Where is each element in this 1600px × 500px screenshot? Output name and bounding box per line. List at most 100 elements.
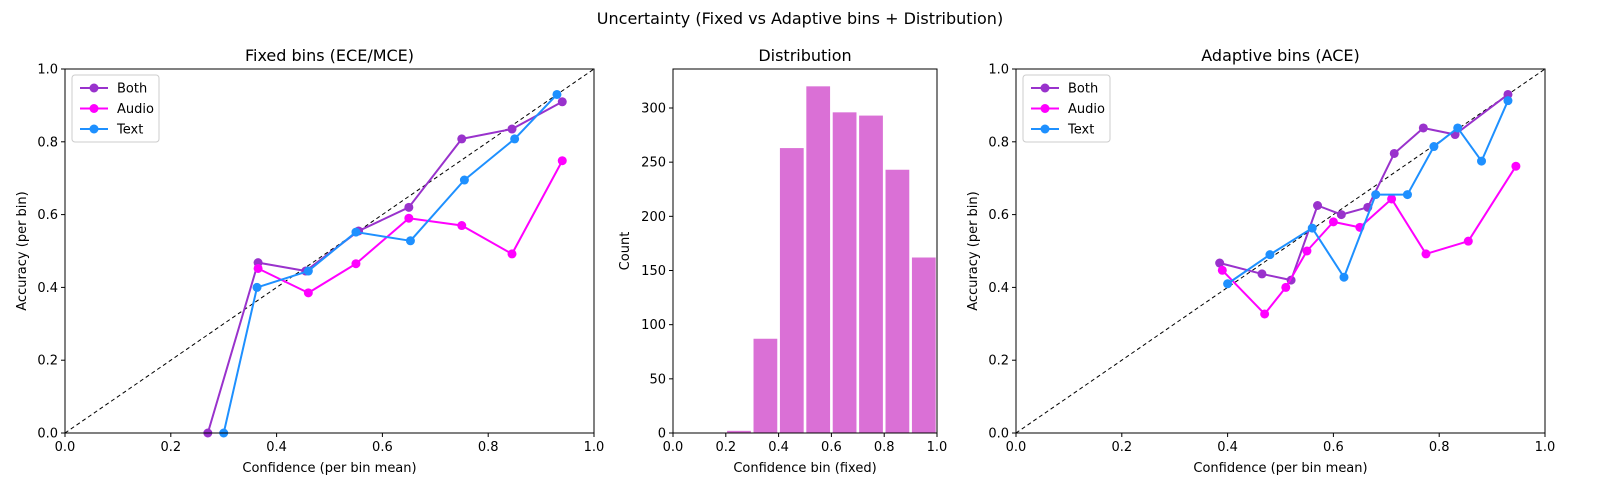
series-point-text xyxy=(1371,190,1381,200)
series-point-text xyxy=(1307,223,1317,233)
x-tick-label: 0.0 xyxy=(663,440,684,455)
y-tick-label: 0.2 xyxy=(988,354,1009,369)
legend-entry-both: Both xyxy=(117,82,147,97)
histogram-bar xyxy=(727,430,751,433)
x-tick-label: 0.4 xyxy=(768,440,789,455)
x-axis-label: Confidence (per bin mean) xyxy=(1193,461,1367,476)
legend-entry-audio: Audio xyxy=(1068,102,1105,117)
panel-title: Adaptive bins (ACE) xyxy=(1201,46,1360,65)
series-point-both xyxy=(1503,89,1513,99)
y-tick-label: 0.4 xyxy=(988,281,1009,296)
panels: Fixed bins (ECE/MCE) 0.0 0.2 0.4 0.6 0.8 1.0 0.… xyxy=(15,46,1555,476)
x-axis-label: Confidence bin (fixed) xyxy=(733,461,876,476)
series-point-audio xyxy=(1387,194,1397,204)
x-tick-label: 0.4 xyxy=(266,440,287,455)
series-line-audio xyxy=(1221,165,1517,315)
series-point-text xyxy=(351,227,361,237)
series-point-text xyxy=(1223,279,1233,289)
series-point-audio xyxy=(1281,282,1291,292)
legend-swatch-marker xyxy=(1040,83,1050,93)
panel-1: Fixed bins (ECE/MCE) 0.0 0.2 0.4 0.6 0.8 1.0 0.… xyxy=(15,46,604,476)
series-point-audio xyxy=(557,156,567,166)
y-axis-label: Accuracy (per bin) xyxy=(966,191,981,310)
x-tick-label: 1.0 xyxy=(1535,440,1556,455)
series-point-both xyxy=(457,134,467,144)
series-point-audio xyxy=(253,263,263,273)
series-point-audio xyxy=(1302,246,1312,256)
legend-entry-both: Both xyxy=(1068,82,1098,97)
y-tick-label: 0.4 xyxy=(37,281,58,296)
plot-frame xyxy=(672,68,938,434)
x-axis-label: Confidence (per bin mean) xyxy=(242,461,416,476)
y-tick-label: 0.6 xyxy=(988,208,1009,223)
x-tick-label: 0.0 xyxy=(1006,440,1027,455)
series-point-audio xyxy=(404,213,414,223)
legend: Both Audio Text xyxy=(1022,74,1111,143)
x-tick-label: 0.6 xyxy=(821,440,842,455)
series-point-both xyxy=(1215,258,1225,268)
y-tick-label: 1.0 xyxy=(988,63,1009,78)
series-point-audio xyxy=(1511,161,1521,171)
y-axis-label: Accuracy (per bin) xyxy=(15,191,30,310)
x-tick-label: 0.6 xyxy=(1323,440,1344,455)
y-tick-label: 100 xyxy=(641,318,666,333)
x-tick-label: 0.2 xyxy=(715,440,736,455)
series-point-both xyxy=(1389,148,1399,158)
panel-2: Distribution 0.0 0.2 0.4 0.6 0.8 1.0 0 50 100 150 2… xyxy=(618,46,947,476)
x-tick-label: 1.0 xyxy=(584,440,605,455)
histogram-bar xyxy=(779,148,804,434)
panel-3: Adaptive bins (ACE) 0.0 0.2 0.4 0.6 0.8 1.0 0.0… xyxy=(966,46,1555,476)
legend-entry-audio: Audio xyxy=(117,102,154,117)
legend-swatch-marker xyxy=(1040,104,1050,113)
series-point-both xyxy=(404,202,414,212)
series-point-audio xyxy=(351,259,361,269)
series-point-both xyxy=(557,97,567,107)
plot-frame xyxy=(64,68,595,434)
y-tick-label: 200 xyxy=(641,210,666,225)
x-tick-label: 0.2 xyxy=(160,440,181,455)
legend-swatch-marker xyxy=(1040,124,1050,134)
y-tick-label: 0.2 xyxy=(37,354,58,369)
series-point-text xyxy=(510,134,520,144)
series-line-both xyxy=(206,100,563,434)
series-point-text xyxy=(1339,272,1349,282)
y-tick-label: 50 xyxy=(649,372,666,387)
series-point-text xyxy=(405,236,415,246)
y-tick-label: 0.0 xyxy=(988,427,1009,442)
series-point-audio xyxy=(507,249,517,259)
y-tick-label: 0.6 xyxy=(37,208,58,223)
legend: Both Audio Text xyxy=(71,74,160,143)
series-point-text xyxy=(1429,142,1439,152)
x-tick-label: 1.0 xyxy=(927,440,948,455)
series-point-text xyxy=(252,282,262,292)
series-point-audio xyxy=(1328,217,1338,227)
y-tick-label: 150 xyxy=(641,264,666,279)
histogram-bar xyxy=(832,112,857,433)
series-point-text xyxy=(552,89,562,99)
series-point-audio xyxy=(303,288,313,298)
figure-title: Uncertainty (Fixed vs Adaptive bins + Di… xyxy=(597,9,1003,28)
y-tick-label: 0 xyxy=(658,427,666,442)
series-point-text xyxy=(1453,123,1463,133)
series-point-text xyxy=(1477,156,1487,166)
series-point-text xyxy=(1503,96,1513,106)
y-tick-label: 0.8 xyxy=(988,135,1009,150)
y-tick-label: 0.0 xyxy=(37,427,58,442)
y-axis-label: Count xyxy=(618,232,633,271)
legend-swatch-marker xyxy=(89,124,99,134)
histogram-bar xyxy=(859,115,883,433)
series-point-audio xyxy=(1421,249,1431,259)
series-point-text xyxy=(303,266,313,276)
x-tick-label: 0.8 xyxy=(874,440,895,455)
plot-frame xyxy=(1015,68,1546,434)
series-point-text xyxy=(459,175,469,185)
histogram-bar xyxy=(806,86,831,433)
histogram-bar xyxy=(885,169,910,433)
y-tick-label: 300 xyxy=(641,102,666,117)
series-point-audio xyxy=(1217,265,1227,275)
x-tick-label: 0.0 xyxy=(55,440,76,455)
series-point-both xyxy=(1257,269,1267,279)
histogram-bar xyxy=(753,338,778,433)
series-line-both xyxy=(1219,93,1509,282)
